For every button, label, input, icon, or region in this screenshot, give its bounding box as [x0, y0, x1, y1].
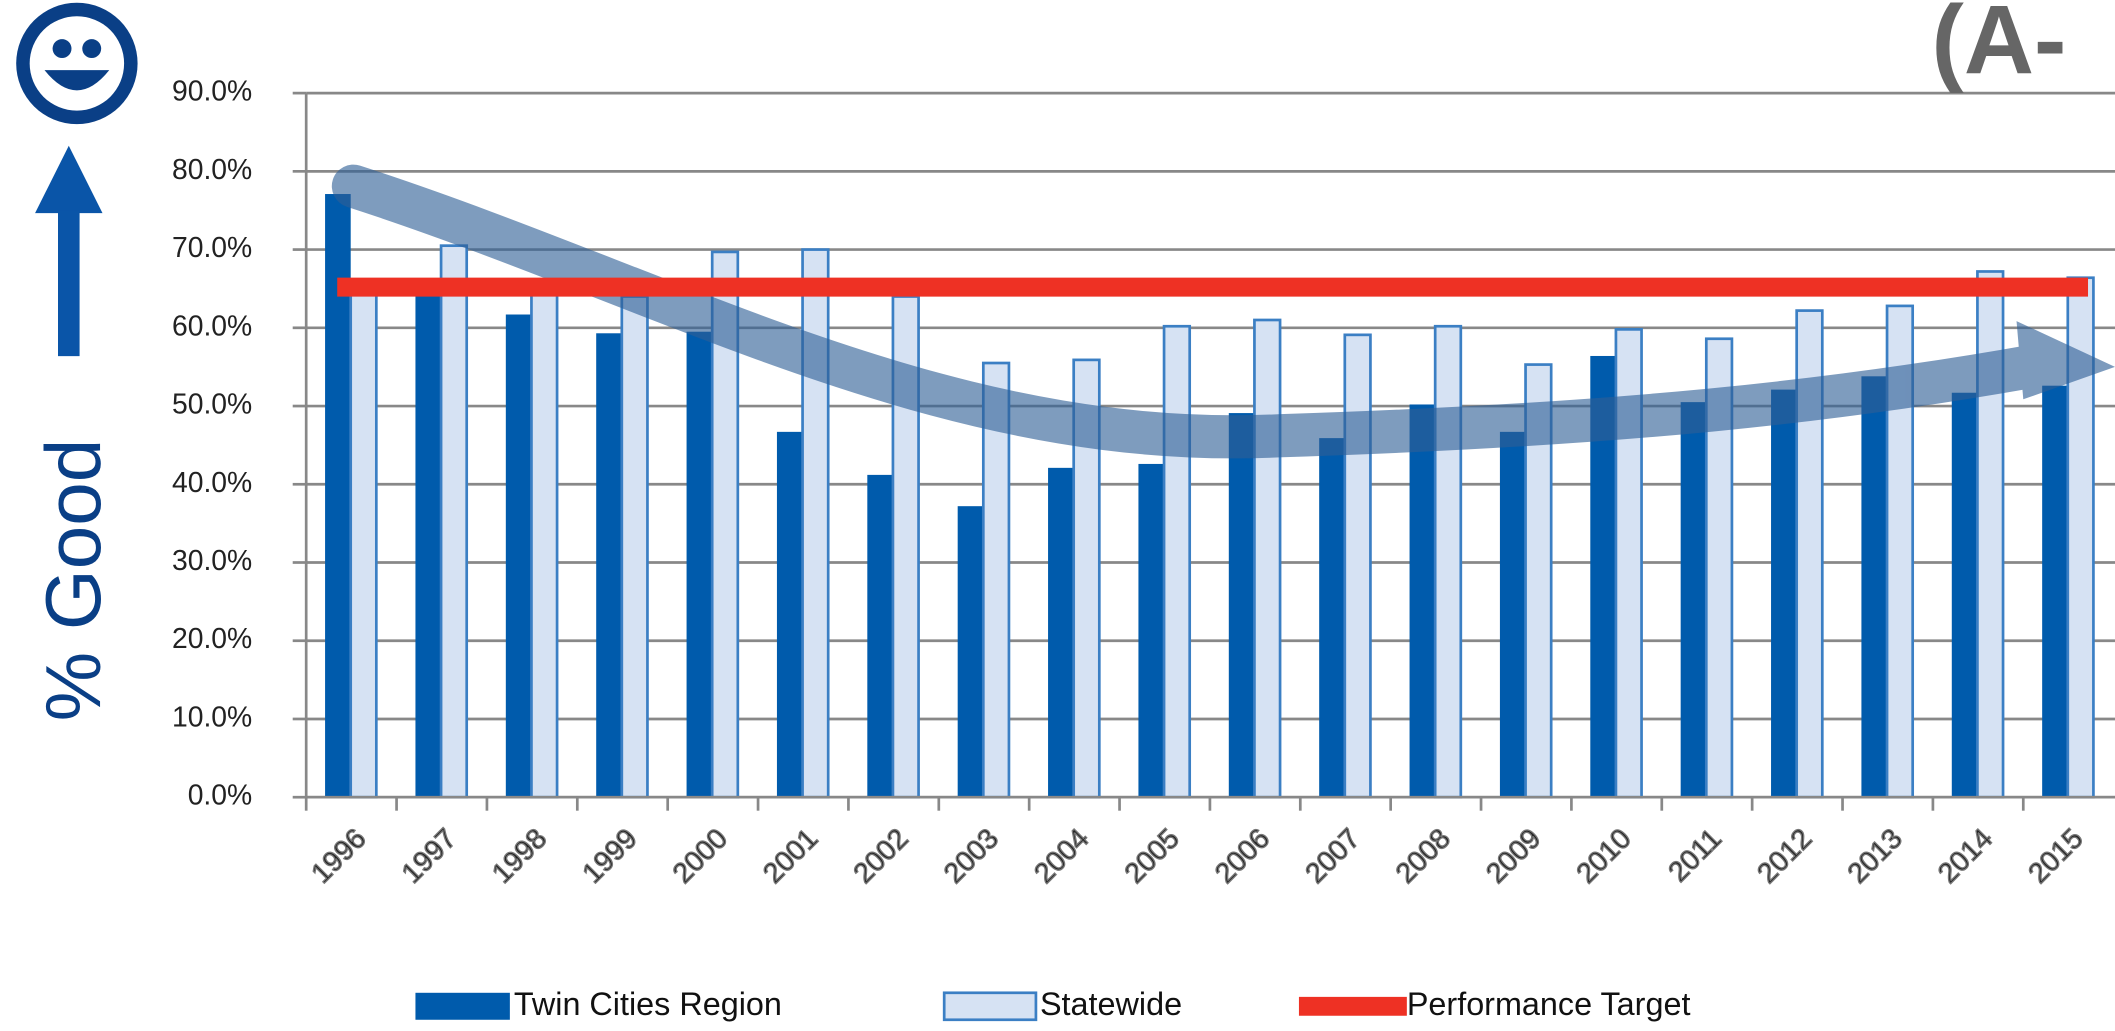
- bar: [1343, 333, 1372, 799]
- legend-swatch: [942, 991, 1038, 1022]
- bar: [1499, 431, 1526, 798]
- x-tick-label: 2011: [1662, 823, 1728, 889]
- bar: [1228, 413, 1255, 798]
- bar: [439, 244, 469, 799]
- bar: [1771, 389, 1797, 798]
- bar: [1319, 438, 1345, 798]
- legend-label: Performance Target: [1407, 986, 1691, 1022]
- legend-label: Statewide: [1040, 986, 1182, 1022]
- bar: [1409, 404, 1436, 798]
- legend-swatch: [415, 992, 510, 1020]
- bar: [596, 333, 622, 798]
- y-tick-label: 80.0%: [172, 154, 252, 186]
- y-tick-label: 50.0%: [172, 389, 252, 421]
- y-tick-label: 20.0%: [172, 623, 252, 655]
- bar: [1433, 324, 1463, 799]
- y-tick-label: 30.0%: [172, 545, 252, 577]
- smiley-inner: [29, 16, 125, 111]
- bar: [1138, 463, 1165, 798]
- x-tick-label: 2010: [1570, 823, 1637, 890]
- bar: [505, 314, 532, 798]
- up-arrow-head: [35, 145, 103, 214]
- trend-arrow-head: [2016, 321, 2115, 400]
- x-tick-label: 2012: [1751, 823, 1818, 890]
- bar: [1680, 402, 1707, 798]
- smiley-mouth: [44, 70, 110, 91]
- bars: [325, 194, 2095, 799]
- y-axis-label: % Good: [29, 439, 117, 722]
- x-tick-label: 2009: [1480, 823, 1547, 890]
- legend: Twin Cities Region Statewide Performance T…: [415, 986, 1690, 1022]
- bar: [2042, 385, 2068, 798]
- y-tick-label: 10.0%: [172, 701, 252, 733]
- smiley-eye: [82, 39, 102, 59]
- legend-label: Twin Cities Region: [514, 986, 782, 1022]
- x-tick-label: 2008: [1390, 823, 1457, 890]
- x-tick-label: 2007: [1299, 823, 1366, 890]
- bar: [1048, 467, 1074, 798]
- x-tick-label: 1997: [396, 823, 463, 890]
- bar: [1951, 392, 1978, 798]
- x-tick-label: 2006: [1209, 823, 1276, 890]
- y-tick-label: 90.0%: [172, 76, 252, 108]
- x-tick-label: 1999: [576, 823, 643, 890]
- bar: [415, 288, 442, 798]
- y-tick-label: 0.0%: [188, 780, 253, 812]
- up-arrow: [35, 145, 103, 357]
- up-arrow-shaft: [58, 210, 80, 357]
- y-tick-label: 60.0%: [172, 310, 252, 342]
- x-tick-label: 2013: [1842, 823, 1909, 890]
- bar: [1861, 376, 1888, 798]
- chart-title: (A-: [1932, 0, 2067, 94]
- bar: [1162, 324, 1192, 799]
- bar: [776, 431, 803, 798]
- x-tick-label: 2015: [2022, 823, 2089, 890]
- smiley-eye: [52, 39, 72, 59]
- x-tick-label: 2001: [757, 823, 824, 890]
- bar: [530, 287, 559, 799]
- x-tick-label: 1996: [305, 823, 372, 890]
- bar: [867, 474, 893, 798]
- x-tick-label: 2003: [938, 823, 1005, 890]
- bar: [1253, 318, 1282, 799]
- bar: [620, 295, 649, 799]
- x-tick-label: 2005: [1119, 823, 1186, 890]
- smiley-icon: [16, 2, 138, 125]
- x-tick-label: 2000: [667, 823, 734, 890]
- x-tick-label: 1998: [486, 823, 553, 890]
- x-tick-label: 2004: [1028, 823, 1095, 890]
- y-tick-label: 40.0%: [172, 467, 252, 499]
- bar: [349, 279, 378, 799]
- bar: [957, 506, 984, 798]
- x-tick-label: 2002: [847, 823, 914, 890]
- x-tick-label: 2014: [1932, 823, 1999, 890]
- bar: [686, 331, 713, 798]
- y-tick-label: 70.0%: [172, 232, 252, 264]
